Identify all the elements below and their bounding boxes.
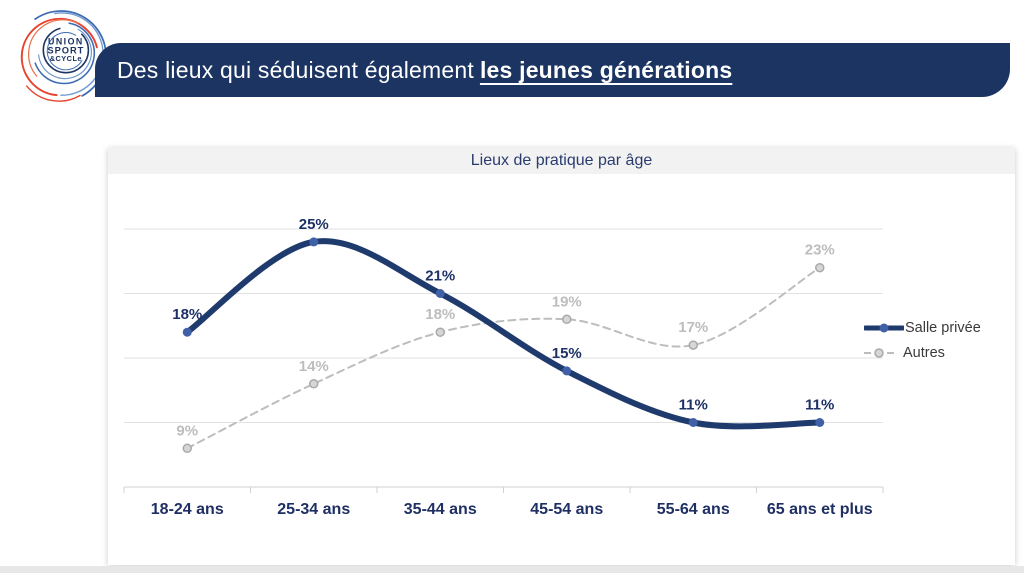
data-point-marker [815,418,825,427]
legend-item-autres: Autres [864,345,981,361]
data-point-marker [309,379,319,389]
legend-sample-solid-line [864,323,904,333]
chart-legend: Salle privée Autres [864,320,981,361]
data-point-label: 14% [299,358,329,375]
data-point-marker [688,418,698,427]
chart-card: Lieux de pratique par âge 9% 14% 18% 19% 17%… [108,148,1015,565]
data-point-label: 18% [172,306,202,323]
header-banner: Des lieux qui séduisent également les je… [95,43,1010,97]
data-point-label: 11% [679,397,708,414]
data-point-label: 21% [425,268,455,285]
logo-text-cycle: &CYCLe [50,54,82,63]
series-line-autres [186,266,821,450]
data-point-label: 18% [425,306,455,323]
data-point-label: 17% [678,319,708,336]
x-axis-label: 18-24 ans [151,501,224,518]
legend-item-salle-privee: Salle privée [864,320,981,336]
legend-label-autres: Autres [903,345,945,361]
line-chart: 9% 14% 18% 19% 17% 23% 18% 25% 21% 15% 11% 11% 18-24… [123,216,884,518]
logo-text-sport: SPORT [47,46,84,56]
data-point-marker [182,327,192,337]
union-sport-cycle-logo: UNION SPORT &CYCLe [14,10,107,103]
series-line-salle-privee [184,238,823,430]
legend-sample-dashed-line [864,348,894,358]
data-point-marker [562,314,572,325]
data-point-marker [182,443,192,454]
data-point-marker [435,327,445,337]
header-title-emphasis: les jeunes générations [479,56,733,83]
data-point-label: 15% [552,345,582,362]
legend-label-salle-privee: Salle privée [905,320,981,336]
data-point-marker [562,366,572,376]
x-axis-label: 45-54 ans [530,501,603,518]
data-point-marker [435,289,445,298]
logo-text-union: UNION [48,36,84,46]
bottom-strip [0,566,1024,573]
data-point-label: 19% [552,293,582,310]
data-point-marker [688,340,698,350]
x-axis-label: 25-34 ans [277,501,350,518]
x-axis-label: 65 ans et plus [767,501,873,518]
data-point-marker [309,237,319,247]
x-axis-label: 55-64 ans [657,501,730,518]
data-point-label: 11% [805,397,834,414]
chart-title: Lieux de pratique par âge [108,148,1015,174]
x-axis-label: 35-44 ans [404,501,477,518]
header-title: Des lieux qui séduisent également [117,56,474,83]
data-point-label: 23% [805,242,835,259]
data-point-marker [815,262,825,273]
data-point-label: 9% [176,422,198,439]
data-point-label: 25% [299,216,329,233]
